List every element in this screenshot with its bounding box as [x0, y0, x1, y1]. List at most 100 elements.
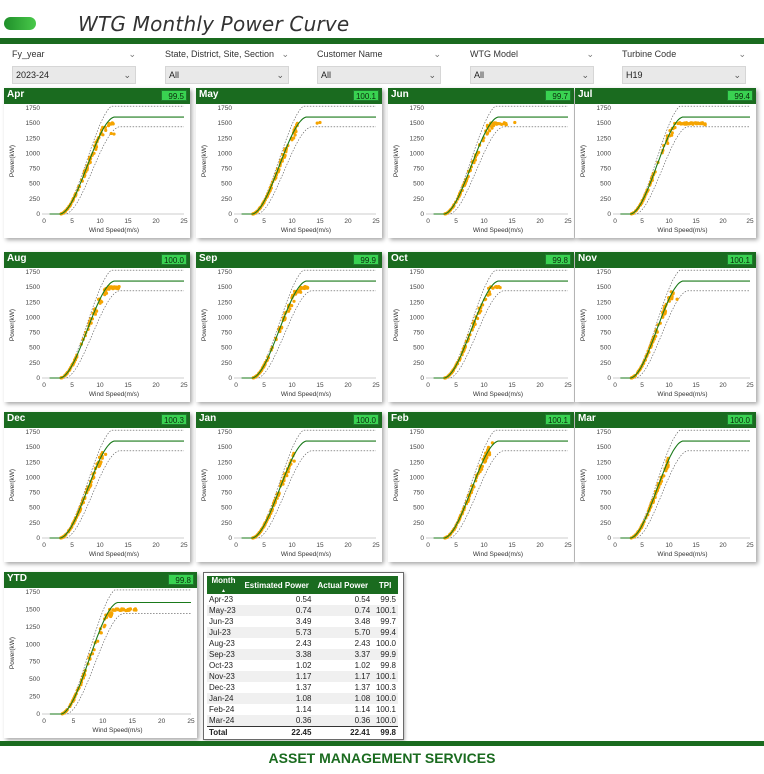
y-tick-label: 1500 [218, 444, 233, 451]
table-row: Feb-24 1.14 1.14 100.1 [207, 704, 398, 715]
x-tick-label: 10 [480, 542, 488, 549]
actual-power-point [490, 126, 494, 130]
y-tick-label: 1000 [26, 314, 41, 321]
y-tick-label: 1000 [26, 474, 41, 481]
customer-dropdown[interactable]: All ⌄ [317, 66, 441, 84]
upper-tolerance-line [433, 429, 568, 539]
upper-tolerance-line [241, 269, 376, 379]
fy-year-dropdown[interactable]: 2023-24 ⌄ [12, 66, 136, 84]
x-axis-label: Wind Speed(m/s) [89, 227, 139, 234]
chart-panel-aug[interactable]: Aug 100.0 0 250 500 750 1000 1250 1500 1750 0 5 10 15… [4, 252, 190, 402]
x-tick-label: 0 [42, 542, 46, 549]
actual-power-point [500, 122, 504, 126]
chart-panel-oct[interactable]: Oct 99.8 0 250 500 750 1000 1250 1500 1750 0 5 10 15 2… [388, 252, 574, 402]
panel-header: Aug 100.0 [4, 252, 190, 268]
y-tick-label: 1250 [218, 459, 233, 466]
table-row: Jul-23 5.73 5.70 99.4 [207, 627, 398, 638]
y-axis-label: Power(kW) [393, 469, 400, 501]
x-tick-label: 0 [42, 382, 46, 389]
column-header-tpi[interactable]: TPI [372, 576, 398, 594]
chart-panel-feb[interactable]: Feb 100.1 0 250 500 750 1000 1250 1500 1750 0 5 10 15… [388, 412, 574, 562]
chevron-down-icon[interactable]: ⌄ [733, 70, 741, 80]
filter-label: State, District, Site, Section [165, 49, 275, 59]
panel-title: Mar [578, 413, 596, 424]
chart-panel-may[interactable]: May 100.1 0 250 500 750 1000 1250 1500 1750 0 5 10 15… [196, 88, 382, 238]
upper-tolerance-line [620, 429, 750, 539]
x-tick-label: 25 [564, 218, 572, 225]
chevron-down-icon[interactable]: ⌄ [738, 49, 746, 59]
tpi-badge: 100.3 [160, 414, 187, 425]
x-tick-label: 25 [372, 382, 380, 389]
estimated-power-line [49, 440, 184, 539]
y-tick-label: 1000 [218, 314, 233, 321]
panel-title: Jan [199, 413, 217, 424]
table-cell: 100.0 [375, 639, 396, 648]
x-tick-label: 5 [640, 218, 644, 225]
chevron-down-icon[interactable]: ⌄ [428, 70, 436, 80]
footer-title: ASSET MANAGEMENT SERVICES [268, 750, 496, 766]
chart-panel-dec[interactable]: Dec 100.3 0 250 500 750 1000 1250 1500 1750 0 5 10 15… [4, 412, 190, 562]
lower-tolerance-line [246, 126, 376, 215]
actual-power-point [293, 133, 297, 137]
power-curve-chart: 0 250 500 750 1000 1250 1500 1750 0 5 10 15 20 25 Wind… [580, 269, 754, 398]
x-tick-label: 20 [536, 382, 544, 389]
column-header-estimated[interactable]: Estimated Power [239, 576, 314, 594]
location-dropdown[interactable]: All ⌄ [165, 66, 289, 84]
table-cell: 3.48 [354, 617, 371, 626]
y-tick-label: 1000 [26, 150, 41, 157]
dropdown-value: All [321, 70, 332, 80]
y-axis-label: Power(kW) [201, 469, 208, 501]
chart-panel-jul[interactable]: Jul 99.4 0 250 500 750 1000 1250 1500 1750 0 5 10 15 2… [575, 88, 756, 238]
chevron-down-icon[interactable]: ⌄ [128, 49, 136, 59]
chart-panel-jun[interactable]: Jun 99.7 0 250 500 750 1000 1250 1500 1750 0 5 10 15 2… [388, 88, 574, 238]
actual-power-point [93, 312, 97, 316]
tpi-badge: 99.7 [545, 90, 571, 101]
x-tick-label: 20 [344, 382, 352, 389]
y-tick-label: 250 [221, 360, 232, 367]
actual-power-point [109, 131, 113, 136]
chart-panel-nov[interactable]: Nov 100.1 0 250 500 750 1000 1250 1500 1750 0 5 10 15… [575, 252, 756, 402]
chart-panel-mar[interactable]: Mar 100.0 0 250 500 750 1000 1250 1500 1750 0 5 10 15… [575, 412, 756, 562]
chevron-down-icon[interactable]: ⌄ [433, 49, 441, 59]
wtg-model-dropdown[interactable]: All ⌄ [470, 66, 594, 84]
table-total-row: Total 22.45 22.41 99.8 [207, 726, 398, 738]
y-tick-label: 250 [29, 520, 40, 527]
logo [4, 17, 36, 30]
x-tick-label: 10 [288, 542, 296, 549]
y-tick-label: 250 [29, 694, 40, 701]
filter-label: WTG Model [470, 49, 519, 59]
chevron-down-icon[interactable]: ⌄ [586, 49, 594, 59]
y-tick-label: 500 [29, 676, 40, 683]
chart-panel-sep[interactable]: Sep 99.9 0 250 500 750 1000 1250 1500 1750 0 5 10 15 2… [196, 252, 382, 402]
panel-header: Oct 99.8 [388, 252, 574, 268]
chevron-down-icon[interactable]: ⌄ [123, 70, 131, 80]
chart-panel-jan[interactable]: Jan 100.0 0 250 500 750 1000 1250 1500 1750 0 5 10 15… [196, 412, 382, 562]
x-tick-label: 10 [288, 382, 296, 389]
x-tick-label: 5 [262, 218, 266, 225]
lower-tolerance-line [54, 290, 184, 379]
page-title: WTG Monthly Power Curve [78, 12, 350, 36]
table-cell: 99.4 [372, 627, 398, 638]
x-tick-label: 5 [70, 382, 74, 389]
actual-power-point [107, 285, 112, 289]
chevron-down-icon[interactable]: ⌄ [581, 70, 589, 80]
y-axis-label: Power(kW) [393, 145, 400, 177]
actual-power-point [103, 623, 107, 627]
turbine-code-dropdown[interactable]: H19 ⌄ [622, 66, 746, 84]
power-curve-chart: 0 250 500 750 1000 1250 1500 1750 0 5 10 15 20 25 Wind… [9, 105, 188, 234]
x-tick-label: 20 [158, 718, 166, 725]
table-cell: 99.7 [380, 617, 396, 626]
y-tick-label: 1750 [410, 269, 425, 276]
chevron-down-icon[interactable]: ⌄ [276, 70, 284, 80]
column-header-month[interactable]: Month ▲ [207, 576, 240, 594]
chart-panel-ytd[interactable]: YTD 99.8 0 250 500 750 1000 1250 1500 1750 0 5 10 15 2… [4, 572, 197, 738]
chart-panel-apr[interactable]: Apr 99.5 0 250 500 750 1000 1250 1500 1750 0 5 10 15 2… [4, 88, 190, 238]
table-cell: 2.43 [354, 639, 371, 648]
x-axis-label: Wind Speed(m/s) [473, 391, 523, 398]
y-tick-label: 1250 [218, 299, 233, 306]
chevron-down-icon[interactable]: ⌄ [281, 49, 289, 59]
actual-power-point [676, 121, 680, 126]
column-header-actual[interactable]: Actual Power [313, 576, 373, 594]
lower-tolerance-line [625, 126, 750, 215]
tpi-summary-table: Month ▲ Estimated Power Actual Power TPI … [203, 572, 404, 740]
